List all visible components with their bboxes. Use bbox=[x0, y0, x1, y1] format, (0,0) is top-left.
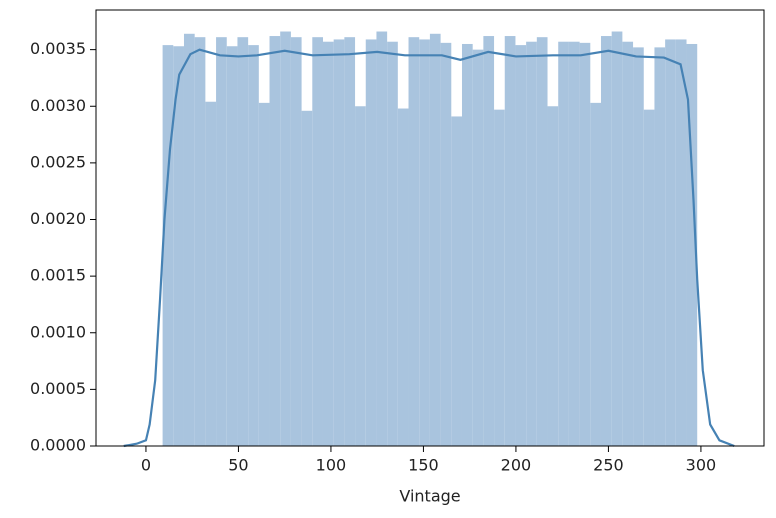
x-tick-label: 100 bbox=[316, 456, 347, 475]
bar bbox=[376, 31, 388, 447]
bar bbox=[536, 37, 548, 446]
bar bbox=[665, 39, 676, 447]
bar bbox=[472, 49, 484, 447]
bar bbox=[440, 42, 452, 447]
x-tick-label: 300 bbox=[686, 456, 717, 475]
bar bbox=[269, 36, 281, 446]
x-tick-label: 150 bbox=[408, 456, 439, 475]
bar bbox=[590, 102, 601, 446]
bar bbox=[387, 41, 398, 446]
y-tick-label: 0.0035 bbox=[30, 39, 86, 58]
bar bbox=[654, 47, 666, 446]
bar bbox=[258, 102, 270, 446]
bar bbox=[600, 36, 612, 446]
bar bbox=[611, 31, 623, 447]
x-tick-label: 50 bbox=[228, 456, 248, 475]
x-tick-label: 250 bbox=[593, 456, 624, 475]
x-axis-label: Vintage bbox=[399, 487, 460, 506]
y-tick-label: 0.0030 bbox=[30, 96, 86, 115]
bar bbox=[162, 45, 174, 446]
kde-line bbox=[123, 48, 735, 448]
bar bbox=[483, 36, 495, 446]
y-tick-label: 0.0000 bbox=[30, 436, 86, 455]
bar bbox=[675, 39, 687, 447]
bar bbox=[547, 106, 559, 447]
bar bbox=[419, 39, 430, 447]
bar bbox=[248, 45, 259, 446]
bar bbox=[622, 41, 634, 446]
bar bbox=[290, 37, 302, 446]
x-tick-label: 0 bbox=[141, 456, 151, 475]
bar bbox=[322, 41, 334, 446]
bar bbox=[515, 45, 527, 446]
bar bbox=[312, 37, 323, 446]
bar bbox=[183, 33, 195, 446]
bar bbox=[568, 41, 580, 446]
bar bbox=[397, 108, 409, 447]
bar bbox=[504, 36, 516, 446]
plot-frame bbox=[95, 9, 765, 447]
x-tick-label: 200 bbox=[501, 456, 532, 475]
bar bbox=[451, 116, 462, 446]
bar bbox=[216, 37, 227, 446]
bar bbox=[461, 43, 473, 446]
y-tick-label: 0.0010 bbox=[30, 322, 86, 341]
bar bbox=[173, 46, 184, 447]
bar bbox=[205, 101, 217, 447]
y-tick-label: 0.0015 bbox=[30, 266, 86, 285]
bar bbox=[643, 109, 655, 447]
bar bbox=[365, 39, 377, 447]
bar bbox=[237, 37, 249, 446]
bar bbox=[408, 37, 420, 446]
y-tick-label: 0.0025 bbox=[30, 152, 86, 171]
bar bbox=[686, 43, 698, 446]
bar bbox=[558, 41, 569, 446]
bar bbox=[226, 46, 238, 447]
bar bbox=[333, 39, 345, 447]
bar bbox=[429, 33, 441, 446]
bar bbox=[280, 31, 291, 447]
bar bbox=[344, 37, 356, 446]
bar bbox=[355, 106, 366, 447]
bar bbox=[633, 47, 644, 446]
y-tick-label: 0.0005 bbox=[30, 379, 86, 398]
y-tick-label: 0.0020 bbox=[30, 209, 86, 228]
bar bbox=[526, 41, 537, 446]
bar bbox=[194, 37, 206, 446]
bar bbox=[579, 42, 591, 447]
bar bbox=[301, 110, 313, 446]
bar bbox=[494, 109, 505, 447]
